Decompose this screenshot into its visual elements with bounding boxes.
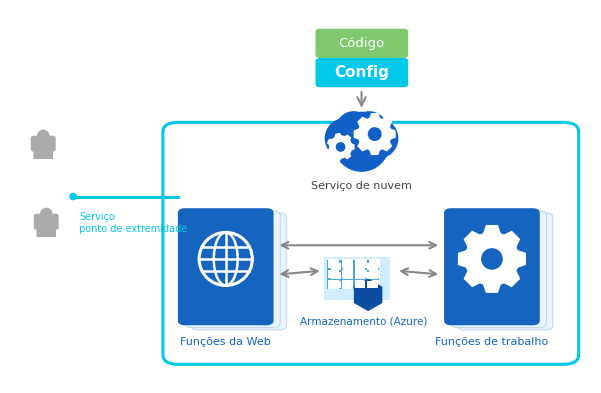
- FancyBboxPatch shape: [331, 263, 341, 270]
- Text: Código: Código: [339, 37, 385, 50]
- FancyBboxPatch shape: [331, 281, 341, 288]
- FancyBboxPatch shape: [343, 281, 353, 288]
- FancyBboxPatch shape: [328, 280, 339, 288]
- FancyBboxPatch shape: [369, 259, 380, 268]
- FancyBboxPatch shape: [316, 29, 408, 58]
- FancyBboxPatch shape: [31, 136, 56, 152]
- Text: Funções de trabalho: Funções de trabalho: [435, 337, 549, 347]
- FancyBboxPatch shape: [34, 214, 59, 230]
- Ellipse shape: [70, 193, 76, 200]
- Ellipse shape: [336, 112, 371, 147]
- FancyBboxPatch shape: [328, 259, 339, 268]
- FancyBboxPatch shape: [185, 211, 280, 328]
- FancyBboxPatch shape: [355, 259, 367, 268]
- Polygon shape: [327, 133, 355, 161]
- FancyBboxPatch shape: [355, 272, 365, 279]
- Ellipse shape: [368, 128, 381, 140]
- FancyBboxPatch shape: [316, 58, 408, 87]
- FancyBboxPatch shape: [327, 260, 379, 289]
- FancyBboxPatch shape: [343, 272, 353, 279]
- Ellipse shape: [482, 249, 502, 269]
- FancyBboxPatch shape: [367, 272, 377, 279]
- Polygon shape: [458, 225, 526, 293]
- FancyBboxPatch shape: [367, 263, 377, 270]
- FancyBboxPatch shape: [457, 213, 553, 330]
- Ellipse shape: [41, 208, 52, 220]
- FancyBboxPatch shape: [37, 227, 56, 237]
- Ellipse shape: [345, 112, 378, 145]
- Text: Serviço de nuvem: Serviço de nuvem: [311, 181, 412, 191]
- Ellipse shape: [38, 130, 49, 141]
- FancyBboxPatch shape: [341, 270, 353, 278]
- FancyBboxPatch shape: [328, 270, 339, 278]
- FancyBboxPatch shape: [444, 208, 540, 325]
- FancyBboxPatch shape: [355, 263, 365, 270]
- FancyBboxPatch shape: [451, 211, 546, 328]
- Ellipse shape: [358, 118, 391, 151]
- Ellipse shape: [329, 136, 352, 158]
- FancyBboxPatch shape: [341, 280, 353, 288]
- Ellipse shape: [337, 143, 345, 151]
- Text: Serviço
ponto de extremidade: Serviço ponto de extremidade: [79, 212, 188, 234]
- FancyBboxPatch shape: [355, 270, 367, 278]
- Text: Funções da Web: Funções da Web: [180, 337, 271, 347]
- FancyBboxPatch shape: [355, 280, 367, 288]
- Ellipse shape: [465, 232, 519, 285]
- FancyBboxPatch shape: [343, 263, 353, 270]
- Text: Armazenamento (Azure): Armazenamento (Azure): [300, 317, 427, 327]
- FancyBboxPatch shape: [325, 257, 390, 300]
- Ellipse shape: [325, 119, 365, 158]
- Ellipse shape: [358, 119, 398, 158]
- FancyBboxPatch shape: [341, 259, 353, 268]
- Polygon shape: [353, 113, 395, 155]
- Ellipse shape: [334, 116, 389, 171]
- FancyBboxPatch shape: [331, 272, 341, 279]
- Ellipse shape: [352, 112, 387, 147]
- FancyBboxPatch shape: [367, 281, 377, 288]
- FancyBboxPatch shape: [34, 149, 53, 159]
- Polygon shape: [354, 279, 382, 311]
- FancyBboxPatch shape: [369, 280, 380, 288]
- FancyBboxPatch shape: [355, 281, 365, 288]
- FancyBboxPatch shape: [191, 213, 287, 330]
- FancyBboxPatch shape: [369, 270, 380, 278]
- FancyBboxPatch shape: [178, 208, 273, 325]
- Text: Config: Config: [334, 65, 389, 80]
